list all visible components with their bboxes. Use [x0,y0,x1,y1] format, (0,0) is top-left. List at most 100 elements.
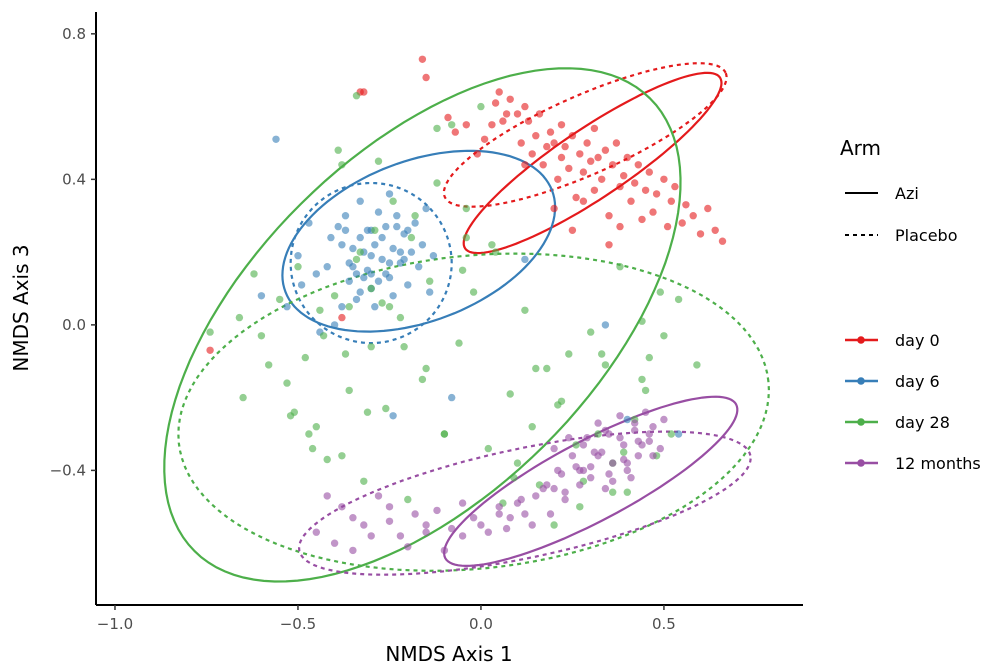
point-day-0 [550,139,558,147]
point-12-months [330,539,339,547]
point-12-months [605,470,613,478]
point-12-months [458,532,467,540]
point-day-6 [349,244,357,253]
ellipse-12-months-placebo [297,430,752,576]
point-12-months [579,466,588,475]
point-day-6 [356,288,364,296]
point-day-6 [385,190,394,198]
point-12-months [634,437,642,445]
legend-key-12months [845,459,878,467]
point-day-6 [371,303,379,311]
point-day-6 [341,226,350,234]
point-day-28 [455,339,463,347]
point-12-months [360,521,368,529]
point-day-28 [290,408,298,416]
point-day-28 [330,292,339,300]
point-day-0 [616,222,624,231]
point-day-0 [605,212,613,220]
point-day-0 [535,110,544,118]
point-day-28 [594,430,602,438]
point-12-months [502,524,511,533]
x-tick-label: 0.5 [652,615,676,633]
point-day-0 [532,132,540,140]
point-day-0 [609,161,617,169]
point-12-months [616,412,624,420]
point-day-0 [513,110,522,118]
legend-key-day6 [845,377,878,385]
point-12-months [385,517,394,525]
point-day-28 [572,441,580,449]
point-layer [206,55,727,555]
point-day-0 [627,197,635,205]
point-day-0 [634,161,642,169]
point-day-0 [568,226,577,234]
legend-label-azi: Azi [895,184,919,203]
point-12-months [601,484,610,493]
point-12-months [587,463,595,471]
legend-label-day6: day 6 [895,372,940,391]
point-day-0 [565,164,573,173]
point-day-28 [389,197,397,205]
point-day-6 [623,415,631,424]
point-day-28 [305,430,313,438]
legend-label-placebo: Placebo [895,226,957,245]
point-day-0 [521,161,529,169]
point-day-28 [319,332,328,340]
point-day-0 [422,73,430,82]
point-day-0 [645,168,653,176]
point-day-28 [477,102,485,111]
point-day-0 [572,193,580,202]
y-tick-label: 0.8 [62,25,86,43]
tick-layer: −1.0 −0.5 0.0 0.5 −0.4 0.0 0.4 0.8 [50,25,676,633]
point-12-months [543,481,551,489]
x-tick-label: −0.5 [280,615,316,633]
point-day-0 [601,146,610,154]
point-12-months [660,415,668,424]
ellipse-day-28-placebo [177,252,771,572]
point-day-0 [557,153,566,162]
point-day-6 [426,288,434,296]
point-12-months [623,466,631,475]
point-day-28 [341,350,350,358]
point-12-months [641,408,650,416]
point-day-28 [382,404,390,413]
point-day-0 [491,99,500,107]
point-day-0 [590,124,599,133]
point-day-28 [345,386,353,395]
point-12-months [645,437,653,445]
ellipse-day-0-placebo [442,62,728,208]
point-day-28 [528,423,536,431]
point-day-28 [276,295,284,304]
point-day-28 [367,284,375,293]
point-day-28 [565,350,573,358]
point-12-months [565,434,573,442]
point-12-months [631,426,639,435]
point-day-6 [374,208,383,216]
point-day-6 [422,204,430,213]
point-day-0 [495,88,503,96]
point-day-28 [363,408,372,416]
point-day-28 [550,521,558,529]
point-day-0 [696,230,705,238]
point-day-28 [396,313,405,322]
point-12-months [609,477,617,485]
point-day-28 [638,317,646,325]
point-day-28 [674,295,683,304]
point-12-months [616,434,624,442]
point-12-months [338,503,346,511]
point-day-28 [418,375,427,384]
point-day-28 [462,204,470,213]
point-12-months [550,484,558,493]
point-day-0 [682,201,690,209]
point-12-months [349,514,357,522]
series-day-6 [257,135,683,438]
point-12-months [495,503,503,511]
point-12-months [546,510,555,518]
point-12-months [631,419,639,427]
point-day-28 [265,361,273,369]
point-12-months [550,444,558,453]
point-12-months [587,474,595,482]
point-12-months [620,441,628,449]
